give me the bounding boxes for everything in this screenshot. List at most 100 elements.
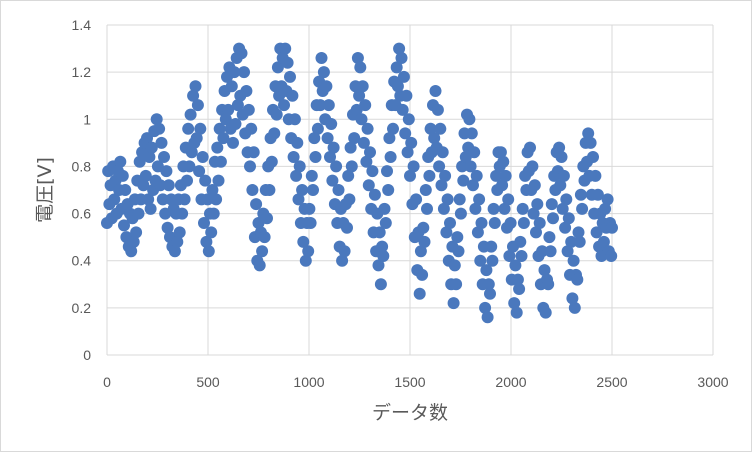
data-point — [479, 301, 492, 314]
data-point — [469, 202, 482, 215]
data-point — [378, 202, 391, 215]
data-point — [217, 132, 230, 145]
data-point — [199, 174, 212, 187]
data-point — [187, 89, 200, 102]
data-point — [393, 42, 406, 55]
data-point — [320, 80, 333, 93]
data-point — [162, 179, 175, 192]
data-point — [108, 193, 121, 206]
data-point — [229, 118, 242, 130]
data-point — [447, 297, 460, 310]
data-point — [341, 221, 353, 234]
data-point — [555, 151, 568, 163]
data-point — [240, 85, 253, 97]
data-point — [562, 212, 575, 225]
x-tick-label: 2500 — [596, 374, 627, 390]
data-point — [486, 254, 499, 267]
data-point — [354, 61, 367, 74]
data-point — [231, 99, 244, 112]
data-point — [542, 278, 555, 291]
data-point — [444, 217, 456, 229]
data-point — [288, 113, 301, 126]
data-point — [286, 89, 299, 102]
data-point — [302, 245, 315, 258]
data-point — [376, 240, 389, 253]
data-point — [145, 141, 158, 154]
data-point — [475, 217, 488, 229]
data-point — [359, 99, 372, 112]
data-point — [343, 193, 356, 206]
data-point — [515, 250, 528, 262]
data-point — [244, 160, 256, 173]
data-point — [517, 217, 530, 229]
data-point — [467, 179, 479, 192]
data-point — [381, 165, 393, 178]
data-point — [296, 184, 309, 196]
data-point — [405, 136, 418, 149]
data-point — [317, 66, 330, 79]
data-point — [390, 61, 403, 74]
data-point — [510, 306, 523, 319]
data-point — [168, 245, 181, 258]
data-point — [332, 184, 345, 196]
data-point — [513, 283, 526, 295]
data-point — [182, 122, 195, 135]
data-point — [382, 184, 395, 196]
data-point — [246, 184, 259, 196]
data-point — [502, 193, 515, 206]
data-point — [440, 226, 453, 239]
data-point — [348, 132, 361, 145]
data-point — [194, 122, 207, 135]
data-point — [355, 113, 368, 126]
data-point — [554, 179, 567, 192]
data-point — [366, 165, 379, 178]
data-point — [116, 169, 129, 182]
data-point — [364, 146, 376, 159]
data-point — [450, 278, 463, 291]
data-point — [125, 245, 138, 258]
data-point — [539, 306, 552, 319]
data-point — [573, 235, 586, 248]
data-point — [139, 169, 152, 182]
data-point — [571, 273, 584, 286]
data-point — [279, 42, 292, 55]
data-point — [361, 122, 374, 135]
data-point — [584, 136, 597, 149]
y-tick-label: 0.2 — [72, 300, 92, 316]
data-point — [212, 174, 225, 187]
data-point — [527, 207, 540, 220]
data-point — [516, 202, 529, 215]
data-point — [400, 89, 413, 102]
data-point — [439, 169, 452, 182]
data-point — [457, 174, 470, 187]
data-point — [544, 245, 557, 258]
data-point — [456, 160, 469, 173]
data-point — [397, 70, 410, 83]
data-point — [210, 193, 223, 206]
data-point — [278, 99, 290, 112]
data-point — [321, 132, 334, 145]
x-tick-label: 1500 — [394, 374, 425, 390]
data-point — [256, 245, 269, 258]
data-point — [181, 174, 193, 187]
data-point — [435, 179, 448, 192]
data-point — [568, 301, 581, 314]
data-point — [368, 188, 381, 201]
data-point — [242, 103, 255, 116]
data-point — [153, 122, 166, 135]
data-point — [284, 70, 296, 83]
data-point — [391, 80, 404, 93]
data-point — [196, 151, 209, 163]
x-tick-label: 500 — [196, 374, 220, 390]
data-point — [395, 52, 408, 64]
data-point — [130, 226, 143, 239]
data-point — [265, 155, 278, 168]
data-point — [373, 226, 386, 239]
data-point — [247, 146, 260, 159]
y-tick-label: 0.4 — [72, 253, 92, 269]
data-point — [143, 151, 156, 163]
data-point — [292, 193, 305, 206]
x-tick-label: 0 — [103, 374, 111, 390]
gridlines — [106, 24, 714, 356]
